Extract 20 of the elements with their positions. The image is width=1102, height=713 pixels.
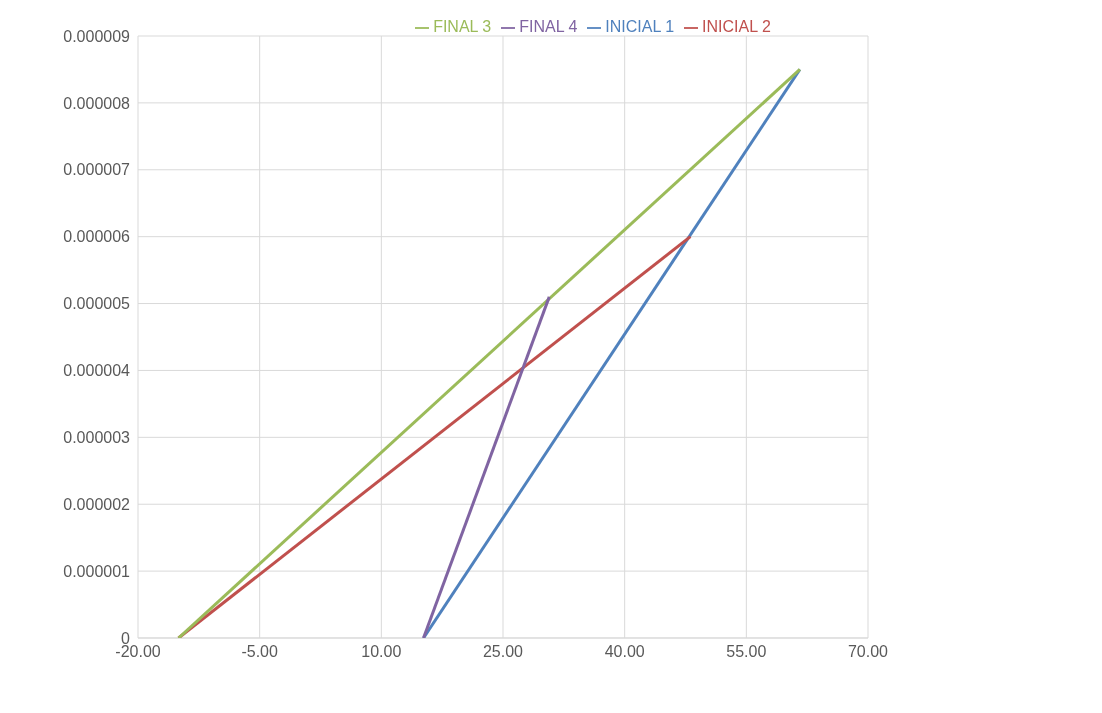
x-tick-label: -20.00: [115, 643, 161, 661]
legend-label: FINAL 4: [519, 18, 578, 35]
legend-label: FINAL 3: [433, 18, 492, 35]
y-tick-label: 0.000006: [63, 228, 131, 246]
x-tick-label: -5.00: [241, 643, 278, 661]
x-tick-label: 55.00: [726, 643, 767, 661]
y-tick-label: 0.000005: [63, 295, 131, 313]
legend-label: INICIAL 2: [702, 18, 771, 35]
y-tick-label: 0.000009: [63, 27, 131, 45]
x-tick-label: 10.00: [361, 643, 402, 661]
y-tick-label: 0.000007: [63, 161, 131, 179]
legend-label: INICIAL 1: [605, 18, 675, 35]
y-tick-label: 0.000004: [63, 362, 131, 380]
y-tick-label: 0.000008: [63, 94, 131, 112]
x-tick-label: 70.00: [847, 643, 889, 661]
y-tick-label: 0.000002: [63, 495, 131, 513]
y-tick-label: 0.000001: [63, 562, 131, 580]
x-tick-label: 25.00: [482, 643, 524, 661]
x-tick-label: 40.00: [604, 643, 645, 661]
y-tick-label: 0.000003: [63, 429, 131, 447]
